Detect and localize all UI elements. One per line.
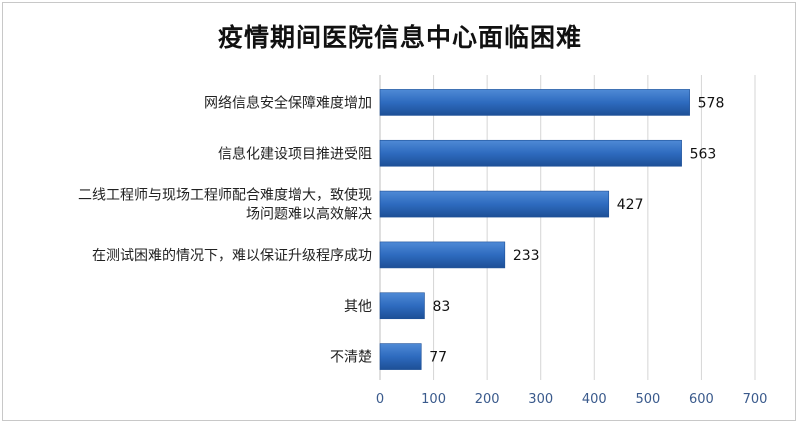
x-tick-label: 100	[421, 392, 446, 407]
value-labels: 578 563 427 233 83 77	[429, 95, 724, 365]
x-tick-label: 300	[528, 392, 553, 407]
bars	[379, 89, 690, 370]
x-tick-labels: 0 100 200 300 400 500 600 700	[376, 392, 768, 407]
category-label: 信息化建设项目推进受阻	[218, 145, 372, 162]
x-tick-label: 600	[689, 392, 714, 407]
bar	[379, 190, 610, 218]
data-label: 578	[698, 95, 725, 111]
bar	[379, 139, 682, 167]
x-tick-label: 400	[582, 392, 607, 407]
x-tick-label: 700	[743, 392, 768, 407]
gridlines	[379, 75, 756, 380]
bar	[379, 241, 506, 269]
category-labels: 网络信息安全保障难度增加信息化建设项目推进受阻二线工程师与现场工程师配合难度增大…	[78, 94, 372, 365]
bar	[379, 89, 690, 116]
category-label: 场问题难以高效解决	[246, 206, 372, 223]
bar	[379, 292, 425, 320]
category-label: 二线工程师与现场工程师配合难度增大，致使现	[78, 187, 372, 204]
data-label: 83	[432, 299, 450, 315]
data-label: 77	[429, 350, 447, 366]
bar	[379, 343, 422, 370]
category-label: 其他	[344, 299, 372, 315]
x-tick-label: 0	[376, 392, 384, 407]
x-tick-label: 200	[475, 392, 500, 407]
x-tick-label: 500	[635, 392, 660, 407]
category-label: 不清楚	[330, 350, 372, 366]
chart-title: 疫情期间医院信息中心面临困难	[217, 23, 582, 52]
category-label: 网络信息安全保障难度增加	[204, 94, 372, 111]
data-label: 563	[690, 146, 717, 162]
data-label: 233	[513, 248, 540, 264]
data-label: 427	[617, 197, 644, 213]
category-label: 在测试困难的情况下，难以保证升级程序成功	[92, 248, 372, 264]
